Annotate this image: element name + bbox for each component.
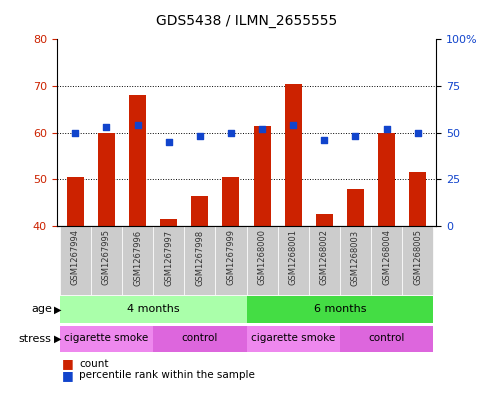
Text: GSM1268005: GSM1268005 [413,230,422,285]
Text: ▶: ▶ [54,334,62,344]
Text: 4 months: 4 months [127,304,179,314]
Bar [98,132,115,226]
Text: GSM1268003: GSM1268003 [351,230,360,286]
Point [320,137,328,143]
Point [227,129,235,136]
Text: GSM1267994: GSM1267994 [71,230,80,285]
Text: count: count [79,358,108,369]
Bar [246,226,278,295]
Bar [340,326,433,352]
Bar [160,219,177,226]
Bar [402,226,433,295]
Text: GSM1268000: GSM1268000 [257,230,267,285]
Text: stress: stress [19,334,52,344]
Bar [129,95,146,226]
Point [352,133,359,140]
Point [103,124,110,130]
Text: age: age [31,305,52,314]
Bar [378,132,395,226]
Bar [67,177,84,226]
Point [134,122,141,128]
Bar [278,226,309,295]
Bar [184,226,215,295]
Text: control: control [181,333,218,343]
Text: age: age [0,392,1,393]
Text: GSM1268004: GSM1268004 [382,230,391,285]
Text: cigarette smoke: cigarette smoke [65,333,148,343]
Bar [253,126,271,226]
Bar [371,226,402,295]
Point [71,129,79,136]
Text: percentile rank within the sample: percentile rank within the sample [79,370,255,380]
Bar [409,172,426,226]
Bar [222,177,240,226]
Bar [153,326,246,352]
Bar [347,189,364,226]
Text: control: control [368,333,405,343]
Bar [215,226,246,295]
Bar [60,296,246,323]
Point [258,126,266,132]
Bar [316,214,333,226]
Text: GSM1267998: GSM1267998 [195,230,204,286]
Bar [60,226,91,295]
Text: GDS5438 / ILMN_2655555: GDS5438 / ILMN_2655555 [156,13,337,28]
Bar [246,296,433,323]
Point [196,133,204,140]
Bar [60,326,153,352]
Text: 6 months: 6 months [314,304,366,314]
Bar [153,226,184,295]
Text: ▶: ▶ [54,305,62,314]
Bar [246,326,340,352]
Text: GSM1267999: GSM1267999 [226,230,236,285]
Bar [191,196,209,226]
Point [289,122,297,128]
Text: GSM1267995: GSM1267995 [102,230,111,285]
Bar [122,226,153,295]
Text: ■: ■ [62,369,73,382]
Bar [284,84,302,226]
Text: GSM1267997: GSM1267997 [164,230,173,286]
Text: cigarette smoke: cigarette smoke [251,333,335,343]
Point [165,139,173,145]
Text: GSM1268002: GSM1268002 [320,230,329,285]
Point [414,129,422,136]
Text: GSM1268001: GSM1268001 [289,230,298,285]
Bar [91,226,122,295]
Text: ■: ■ [62,357,73,370]
Point [383,126,390,132]
Bar [340,226,371,295]
Bar [309,226,340,295]
Text: GSM1267996: GSM1267996 [133,230,142,286]
